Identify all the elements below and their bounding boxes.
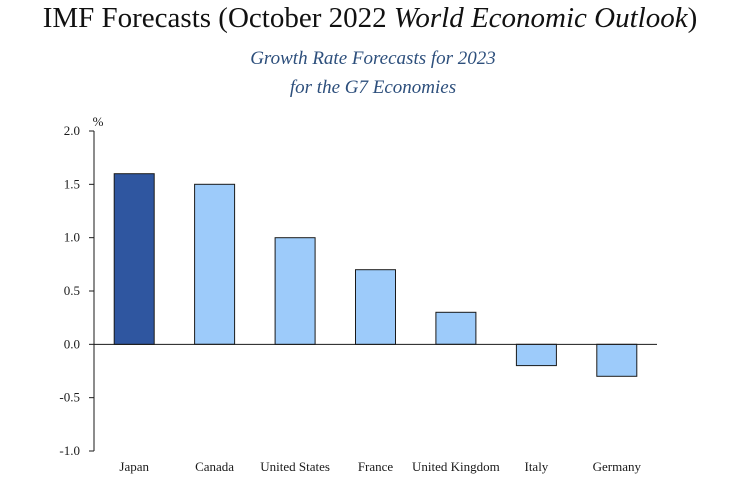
x-category-label: Japan (119, 459, 149, 474)
y-tick-label: -0.5 (59, 390, 80, 405)
bar-japan (113, 173, 155, 345)
chart-title-emphasis: World Economic Outlook (393, 2, 688, 34)
x-category-label: United Kingdom (412, 459, 500, 474)
y-axis-unit-label: % (93, 114, 104, 129)
chart-title-prefix: IMF Forecasts (October 2022 (42, 2, 394, 34)
chart-title: IMF Forecasts (October 2022 World Econom… (0, 2, 740, 35)
x-category-label: Italy (524, 459, 548, 474)
bar-canada (194, 183, 236, 345)
chart-subtitle-line2: for the G7 Economies (289, 77, 457, 98)
y-tick-label: 0.5 (64, 283, 80, 298)
y-tick-label: 2.0 (64, 123, 80, 138)
x-category-label: France (358, 459, 394, 474)
y-axis: 2.0 1.5 1.0 0.5 0.0 -0.5 -1.0 (59, 123, 95, 458)
chart-title-suffix: ) (687, 2, 698, 34)
bar-united-kingdom (435, 311, 477, 345)
y-tick-label: 1.0 (64, 230, 80, 245)
x-category-label: United States (260, 459, 330, 474)
x-category-label: Germany (593, 459, 642, 474)
bar-italy (515, 343, 557, 367)
y-tick-label: -1.0 (59, 443, 80, 458)
bar-united-states (274, 237, 316, 345)
chart-subtitle-line1: Growth Rate Forecasts for 2023 (250, 48, 496, 69)
x-category-label: Canada (195, 459, 234, 474)
y-tick-label: 0.0 (64, 336, 80, 351)
y-tick-label: 1.5 (64, 176, 80, 191)
x-axis-labels: Japan Canada United States France United Kin… (119, 459, 641, 474)
bar-france (355, 269, 396, 345)
bars (94, 173, 657, 377)
bar-germany (596, 343, 638, 377)
